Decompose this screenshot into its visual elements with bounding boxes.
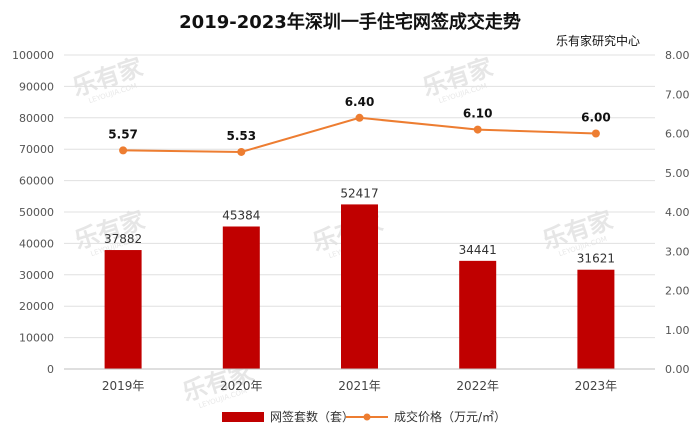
legend: 网签套数（套） 成交价格（万元/㎡）	[222, 409, 506, 424]
x-tick-label: 2023年	[575, 379, 618, 393]
bar	[459, 260, 497, 369]
x-tick-label: 2021年	[338, 379, 381, 393]
x-tick-label: 2022年	[456, 379, 499, 393]
y-right-tick-label: 4.00	[665, 206, 690, 219]
legend-bar-swatch	[222, 412, 264, 422]
line-point	[591, 129, 600, 138]
y-right-tick-label: 0.00	[665, 363, 690, 376]
line-point	[119, 146, 128, 155]
bar-data-labels: 37882 45384 52417 34441 31621	[104, 186, 615, 265]
line-data-labels: 5.57 5.53 6.40 6.10 6.00	[108, 95, 610, 143]
legend-bar-label: 网签套数（套）	[270, 409, 354, 424]
y-left-tick-label: 60000	[19, 175, 54, 188]
line-point	[237, 147, 246, 156]
bar	[577, 269, 615, 369]
legend-line-label: 成交价格（万元/㎡）	[394, 409, 506, 424]
bar-value-label: 52417	[340, 186, 378, 200]
x-axis: 2019年 2020年 2021年 2022年 2023年	[64, 368, 655, 393]
y-left-tick-label: 100000	[12, 49, 54, 62]
y-axis-right: 0.00 1.00 2.00 3.00 4.00 5.00 6.00 7.00 8.00	[665, 49, 690, 376]
y-left-tick-label: 20000	[19, 300, 54, 313]
y-axis-left: 0 10000 20000 30000 40000 50000 60000 70000 8000…	[12, 49, 54, 376]
line-series	[119, 113, 600, 156]
bar	[341, 204, 378, 369]
line-value-label: 6.40	[345, 95, 375, 109]
bar	[222, 226, 260, 369]
y-left-tick-label: 40000	[19, 237, 54, 250]
bar	[104, 250, 142, 369]
series-line	[123, 116, 596, 153]
y-right-tick-label: 8.00	[665, 49, 690, 62]
y-left-tick-label: 0	[47, 363, 54, 376]
line-point	[473, 125, 482, 134]
y-right-tick-label: 7.00	[665, 88, 690, 101]
bar-value-label: 45384	[222, 208, 260, 222]
line-value-label: 6.10	[463, 107, 493, 121]
y-right-tick-label: 2.00	[665, 285, 690, 298]
bar-value-label: 37882	[104, 232, 142, 246]
x-tick-label: 2020年	[220, 379, 263, 393]
bar-value-label: 34441	[459, 243, 497, 257]
x-tick-label: 2019年	[102, 379, 145, 393]
y-right-tick-label: 1.00	[665, 324, 690, 337]
bar-value-label: 31621	[577, 252, 615, 266]
line-value-label: 6.00	[581, 111, 611, 125]
line-value-label: 5.53	[226, 129, 256, 143]
y-left-tick-label: 10000	[19, 332, 54, 345]
y-right-tick-label: 6.00	[665, 128, 690, 141]
chart-title: 2019-2023年深圳一手住宅网签成交走势	[179, 11, 521, 33]
y-left-tick-label: 80000	[19, 112, 54, 125]
y-right-tick-label: 5.00	[665, 167, 690, 180]
y-left-tick-label: 30000	[19, 269, 54, 282]
bar-series	[104, 204, 615, 369]
y-left-tick-label: 70000	[19, 143, 54, 156]
line-point	[355, 113, 364, 122]
y-left-tick-label: 50000	[19, 206, 54, 219]
source-label: 乐有家研究中心	[556, 33, 640, 48]
y-right-tick-label: 3.00	[665, 245, 690, 258]
line-value-label: 5.57	[108, 127, 138, 141]
legend-line-marker	[363, 413, 371, 421]
y-left-tick-label: 90000	[19, 80, 54, 93]
